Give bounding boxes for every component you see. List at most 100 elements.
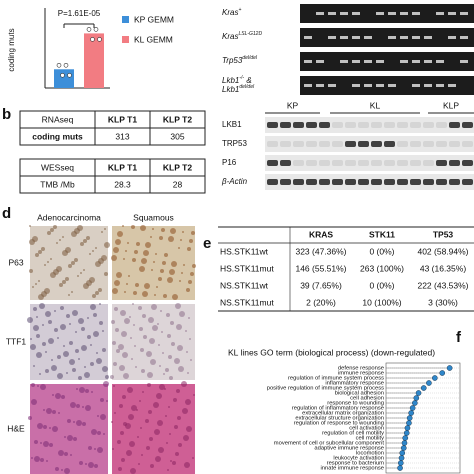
blot-band xyxy=(397,141,408,147)
histology-texture xyxy=(181,381,187,387)
gel-lane xyxy=(300,28,474,47)
histology-texture xyxy=(111,320,115,324)
histology-texture xyxy=(183,435,189,441)
histology-texture xyxy=(111,255,117,261)
histology-texture xyxy=(51,359,53,361)
term-label: extracellular structure organization xyxy=(295,416,384,422)
histology-texture xyxy=(67,419,71,423)
gel-band xyxy=(352,60,360,63)
blot-band xyxy=(410,141,421,147)
histology-texture xyxy=(50,258,52,260)
histology-texture xyxy=(87,335,91,339)
term-label: cell motility xyxy=(356,436,384,442)
histology-texture xyxy=(146,351,152,357)
histology-texture xyxy=(116,349,120,353)
histology-texture xyxy=(137,436,139,438)
blot-band xyxy=(410,179,421,185)
histology-texture xyxy=(158,344,160,346)
histology-texture xyxy=(45,351,47,353)
table-cell: 323 (47.36%) xyxy=(295,246,346,256)
histology-texture xyxy=(95,247,97,249)
histology-texture xyxy=(102,348,106,352)
histology-texture xyxy=(79,387,85,393)
histology-texture xyxy=(150,236,152,238)
histology-texture xyxy=(98,288,102,292)
gel-row-label: Lkb1del/del xyxy=(222,84,255,94)
histology-texture xyxy=(157,323,159,325)
histology-texture xyxy=(169,269,175,275)
table-cell: 28.3 xyxy=(114,179,131,189)
histology-texture xyxy=(57,337,59,339)
histology-texture xyxy=(167,334,171,338)
chart-title: KL lines GO term (biological process) (d… xyxy=(228,347,435,357)
blot-band xyxy=(280,179,291,185)
gel-band xyxy=(412,84,420,87)
blot-band xyxy=(397,122,408,128)
histology-texture xyxy=(72,368,76,372)
blot-band xyxy=(436,160,447,166)
histology-texture xyxy=(186,426,192,432)
blot-band xyxy=(423,122,434,128)
dot xyxy=(403,430,410,436)
histology-texture xyxy=(139,266,145,272)
histology-texture xyxy=(106,400,108,402)
blot-band xyxy=(345,179,356,185)
histology-texture xyxy=(168,355,172,359)
y-axis-label: coding muts xyxy=(7,28,16,71)
histology-texture xyxy=(64,436,66,438)
histology-texture xyxy=(141,258,147,264)
blot-band xyxy=(319,160,330,166)
gel-band xyxy=(436,12,444,15)
histology-texture xyxy=(83,269,85,271)
histology-texture xyxy=(30,338,32,340)
histology-texture xyxy=(100,398,104,402)
histology-texture xyxy=(143,335,147,339)
histology-texture xyxy=(49,427,51,429)
dot xyxy=(398,455,405,461)
histology-texture xyxy=(188,317,190,319)
histology-texture xyxy=(116,272,122,278)
histology-texture xyxy=(61,395,65,399)
blot-band xyxy=(332,141,343,147)
histology-texture xyxy=(69,323,71,325)
term-label: leukocyte activation xyxy=(333,456,384,462)
histology-texture xyxy=(91,429,97,435)
group-label: KL xyxy=(370,100,381,110)
dot xyxy=(439,370,446,376)
histology-texture xyxy=(177,345,183,351)
histology-texture xyxy=(128,275,130,277)
histology-texture xyxy=(70,454,72,456)
histology-texture xyxy=(39,303,45,309)
dot xyxy=(397,460,404,466)
histology-texture xyxy=(97,431,101,435)
histology-texture xyxy=(141,454,143,456)
table-cell: KLP T2 xyxy=(163,114,192,124)
blot-band xyxy=(293,160,304,166)
histology-texture xyxy=(158,447,164,453)
histology-texture xyxy=(54,310,56,312)
histology-texture xyxy=(103,433,105,435)
histology-texture xyxy=(67,435,73,441)
histology-texture xyxy=(159,365,161,367)
histology-texture xyxy=(175,452,179,456)
allele: del/del xyxy=(242,55,258,61)
histology-texture xyxy=(40,458,44,462)
term-label: defense response xyxy=(338,366,384,372)
gel-band xyxy=(388,84,396,87)
blot-band xyxy=(358,160,369,166)
dot xyxy=(413,395,420,401)
histology-texture xyxy=(160,269,164,273)
histology-image xyxy=(112,384,195,474)
p-value: P=1.61E-05 xyxy=(58,9,101,18)
histology-texture xyxy=(114,412,116,414)
histology-texture xyxy=(89,253,91,255)
histology-texture xyxy=(171,342,175,346)
allele: LSL-G12D xyxy=(238,31,262,37)
histology-texture xyxy=(192,457,194,459)
blot-band xyxy=(267,179,278,185)
blot-label: P16 xyxy=(222,158,237,167)
blot-label: TRP53 xyxy=(222,139,247,148)
histology-texture xyxy=(104,242,110,248)
histology-texture xyxy=(90,304,96,310)
